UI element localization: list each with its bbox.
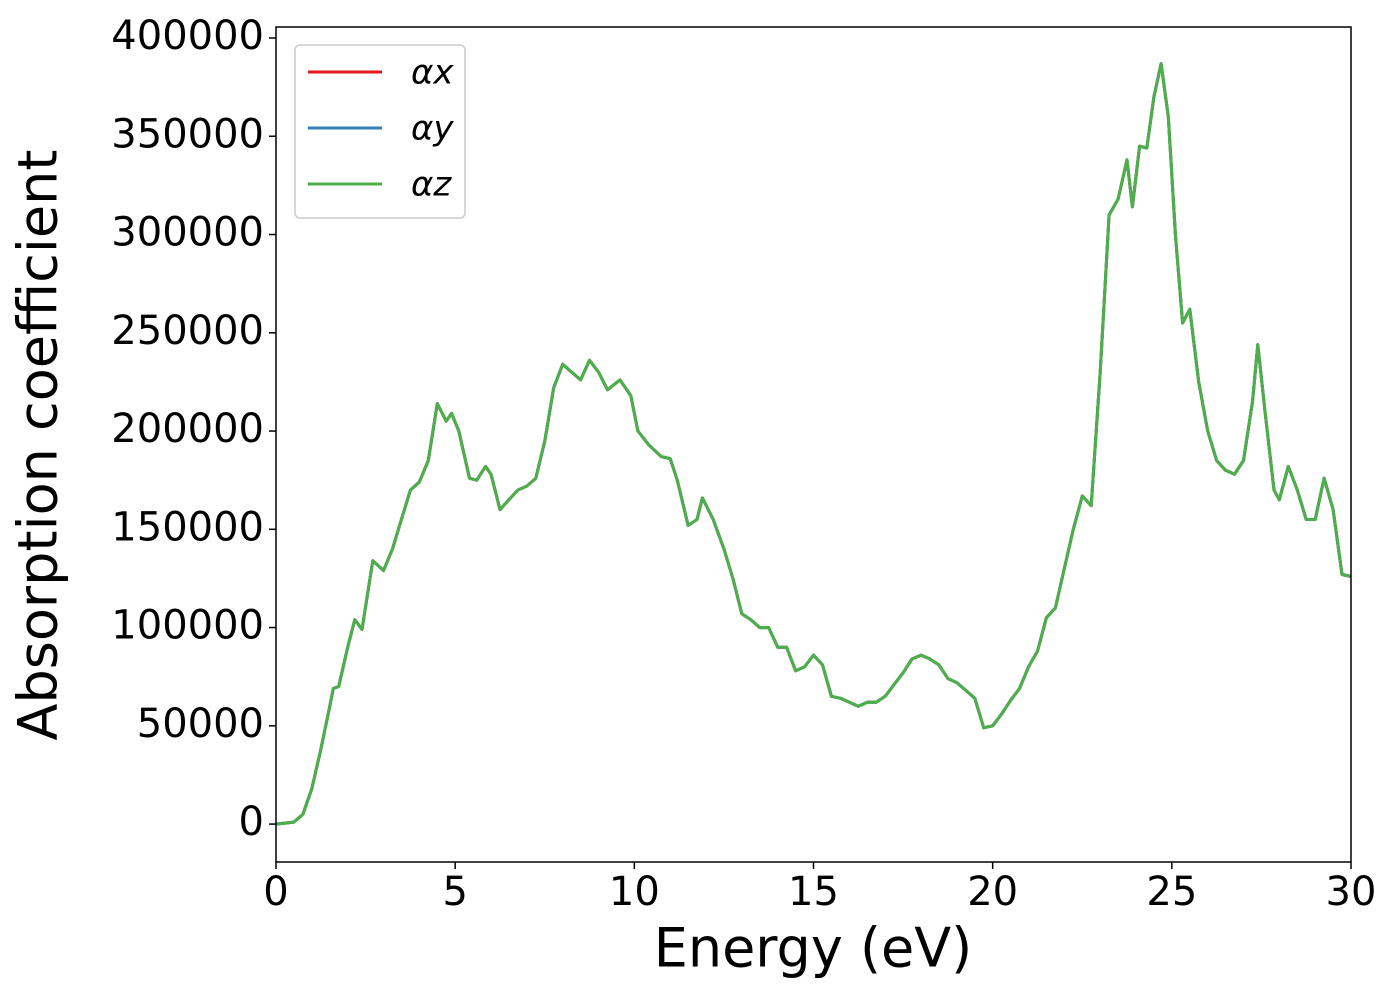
series-line	[275, 62, 1352, 826]
y-axis-label: Absorption coefficient	[7, 150, 70, 741]
x-tick-label: 25	[1146, 869, 1197, 915]
y-tick-label: 300000	[111, 210, 264, 256]
plot-frame	[275, 26, 1352, 863]
y-tick-label: 350000	[111, 111, 264, 157]
y-tick-label: 400000	[111, 13, 264, 59]
y-tick-label: 100000	[111, 603, 264, 649]
x-tick-label: 0	[263, 869, 288, 915]
x-axis-label: Energy (eV)	[654, 917, 973, 980]
legend-box	[294, 44, 466, 219]
y-tick-label: 250000	[111, 308, 264, 354]
x-tick-label: 30	[1326, 869, 1377, 915]
x-tick-label: 10	[609, 869, 660, 915]
x-tick-label: 15	[788, 869, 839, 915]
legend-label: αx	[411, 53, 454, 93]
y-tick-label: 0	[239, 799, 264, 845]
x-tick-label: 20	[967, 869, 1018, 915]
y-tick-label: 200000	[111, 406, 264, 452]
legend-label: αz	[411, 165, 452, 205]
y-tick-label: 50000	[137, 701, 264, 747]
x-tick-label: 5	[442, 869, 467, 915]
y-tick-label: 150000	[111, 504, 264, 550]
legend-label: αy	[411, 109, 454, 149]
